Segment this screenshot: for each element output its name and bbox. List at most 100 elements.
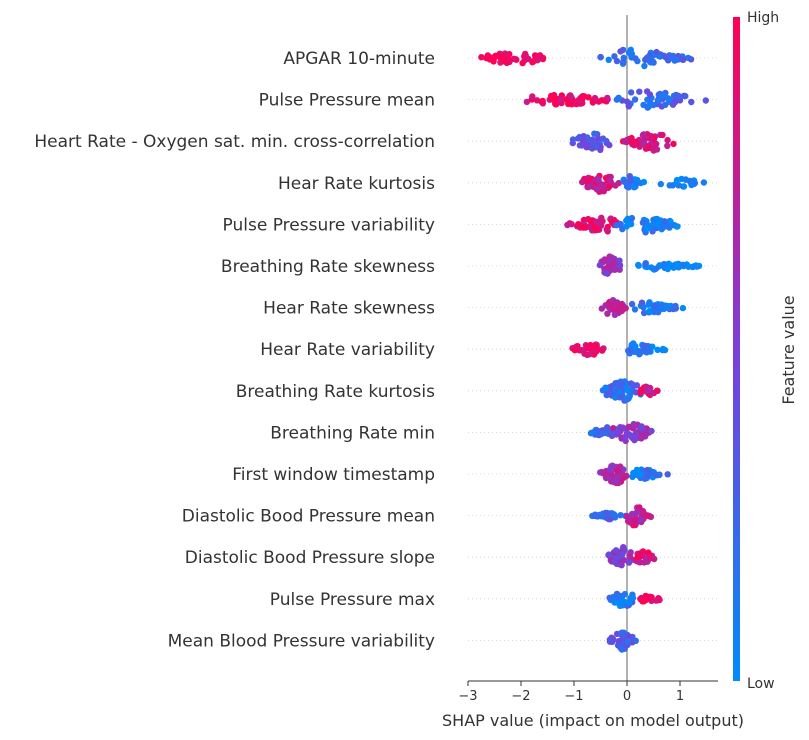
shap-point bbox=[631, 96, 639, 103]
shap-point bbox=[618, 558, 625, 565]
shap-point bbox=[640, 509, 647, 516]
feature-label: First window timestamp bbox=[232, 465, 435, 485]
shap-point bbox=[602, 384, 609, 391]
shap-point bbox=[617, 381, 625, 389]
shap-point bbox=[539, 97, 546, 105]
shap-point bbox=[660, 346, 667, 353]
shap-point bbox=[647, 132, 655, 140]
shap-point bbox=[615, 430, 622, 437]
x-tick-label: 0 bbox=[623, 689, 631, 704]
shap-point bbox=[657, 180, 664, 188]
shap-point bbox=[672, 302, 679, 310]
shap-point bbox=[661, 302, 669, 309]
feature-label: APGAR 10-minute bbox=[283, 49, 435, 69]
shap-point bbox=[661, 218, 668, 225]
shap-point bbox=[695, 262, 703, 270]
shap-point bbox=[587, 217, 594, 225]
shap-point bbox=[604, 389, 612, 396]
feature-label: Breathing Rate min bbox=[270, 423, 435, 443]
shap-point bbox=[617, 48, 624, 55]
shap-point bbox=[617, 424, 624, 431]
shap-point bbox=[638, 299, 646, 306]
shap-point bbox=[606, 141, 613, 149]
shap-point bbox=[647, 593, 654, 600]
shap-point bbox=[616, 592, 624, 600]
shap-point bbox=[617, 463, 624, 470]
shap-point bbox=[634, 57, 641, 65]
shap-point bbox=[614, 468, 621, 475]
shap-point bbox=[679, 56, 687, 63]
x-axis: −3 −2 −1 0 1 SHAP value (impact on model out… bbox=[442, 680, 744, 730]
shap-point bbox=[682, 92, 689, 100]
shap-point bbox=[653, 387, 661, 394]
shap-point bbox=[636, 504, 643, 511]
shap-point bbox=[669, 101, 677, 108]
shap-point bbox=[620, 631, 627, 639]
shap-point bbox=[600, 188, 607, 195]
shap-point bbox=[580, 140, 588, 147]
shap-point bbox=[613, 57, 621, 65]
shap-point bbox=[633, 466, 641, 474]
shap-point bbox=[478, 54, 485, 61]
shap-point bbox=[664, 142, 671, 149]
shap-point bbox=[666, 96, 673, 104]
shap-point bbox=[616, 257, 623, 264]
shap-point bbox=[627, 89, 635, 96]
shap-point bbox=[534, 57, 541, 64]
shap-point bbox=[669, 52, 677, 60]
shap-point bbox=[627, 220, 634, 228]
shap-point bbox=[606, 253, 613, 260]
shap-point bbox=[680, 183, 688, 190]
shap-point bbox=[651, 303, 658, 310]
shap-point bbox=[585, 183, 592, 191]
shap-point bbox=[642, 342, 649, 350]
shap-point bbox=[569, 139, 576, 147]
shap-point bbox=[700, 179, 708, 186]
shap-point bbox=[651, 216, 659, 224]
shap-point bbox=[621, 138, 629, 145]
shap-point bbox=[607, 515, 614, 523]
shap-point bbox=[613, 222, 620, 229]
shap-point bbox=[628, 53, 635, 60]
shap-point bbox=[625, 599, 633, 606]
shap-point bbox=[634, 554, 641, 561]
shap-point bbox=[640, 598, 648, 605]
shap-point bbox=[650, 266, 658, 273]
shap-point bbox=[646, 308, 653, 315]
feature-labels: APGAR 10-minute Pulse Pressure mean Heart … bbox=[34, 49, 435, 651]
shap-point bbox=[688, 98, 695, 106]
shap-point bbox=[627, 177, 634, 184]
shap-point bbox=[637, 517, 645, 524]
shap-point bbox=[585, 344, 593, 351]
shap-point bbox=[591, 343, 598, 350]
shap-point bbox=[602, 269, 609, 277]
shap-point bbox=[603, 509, 611, 517]
shap-point bbox=[640, 131, 647, 138]
shap-point bbox=[626, 347, 633, 354]
shap-point bbox=[655, 97, 663, 104]
shap-point bbox=[612, 387, 619, 394]
shap-point bbox=[550, 96, 557, 104]
shap-point bbox=[492, 52, 499, 59]
shap-point bbox=[600, 181, 608, 188]
shap-point bbox=[519, 59, 526, 67]
shap-point bbox=[653, 48, 660, 56]
shap-point bbox=[655, 309, 662, 316]
feature-label: Breathing Rate kurtosis bbox=[236, 382, 435, 402]
shap-point bbox=[631, 436, 638, 444]
shap-point bbox=[604, 228, 611, 235]
shap-point bbox=[625, 423, 632, 430]
shap-point bbox=[595, 176, 602, 184]
shap-point bbox=[568, 101, 575, 108]
shap-point bbox=[617, 512, 624, 519]
shap-point bbox=[612, 547, 620, 554]
shap-point bbox=[679, 304, 687, 312]
feature-label: Diastolic Bood Pressure mean bbox=[182, 507, 435, 527]
shap-point bbox=[598, 430, 605, 438]
shap-point bbox=[653, 140, 660, 148]
shap-point bbox=[624, 215, 631, 222]
shap-point bbox=[637, 386, 645, 393]
shap-point bbox=[623, 386, 630, 394]
shap-point bbox=[510, 55, 518, 62]
